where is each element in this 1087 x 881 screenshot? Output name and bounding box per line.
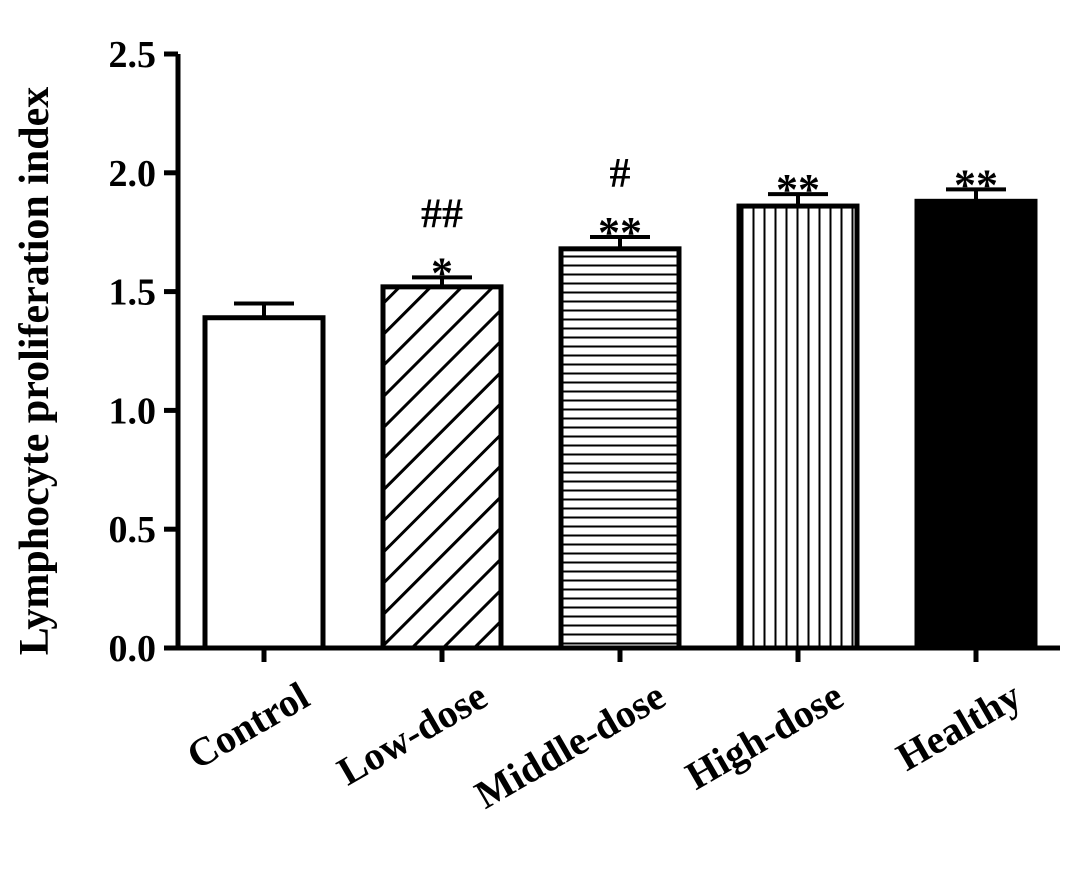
x-tick-label: Control bbox=[179, 673, 316, 778]
y-tick-label: 0.0 bbox=[109, 628, 157, 670]
bar-healthy bbox=[914, 198, 1038, 651]
bar-low-dose bbox=[380, 284, 504, 651]
x-tick-label: High-dose bbox=[678, 673, 851, 799]
y-axis-label: Lymphocyte proliferation index bbox=[12, 87, 58, 656]
y-tick-label: 2.0 bbox=[109, 153, 157, 195]
y-tick-label: 1.0 bbox=[109, 390, 157, 432]
significance-label: ## bbox=[421, 191, 463, 237]
bars bbox=[202, 187, 1038, 651]
labels: 0.0 0.5 1.0 1.5 2.0 2.5 Lymphocyte proliferati… bbox=[12, 34, 1029, 817]
bar-middle-dose bbox=[558, 246, 682, 651]
bar-control bbox=[202, 315, 326, 651]
significance-label: ** bbox=[776, 165, 820, 214]
y-tick-label: 2.5 bbox=[109, 34, 157, 76]
x-tick-label: Healthy bbox=[889, 673, 1029, 780]
significance-label: ** bbox=[598, 208, 642, 257]
y-tick-label: 1.5 bbox=[109, 272, 157, 314]
significance-label: # bbox=[610, 151, 631, 197]
x-tick-label: Middle-dose bbox=[467, 673, 672, 818]
bar-high-dose bbox=[736, 203, 860, 651]
y-tick-label: 0.5 bbox=[109, 509, 157, 551]
significance-label: ** bbox=[954, 160, 998, 209]
significance-label: * bbox=[431, 248, 453, 297]
